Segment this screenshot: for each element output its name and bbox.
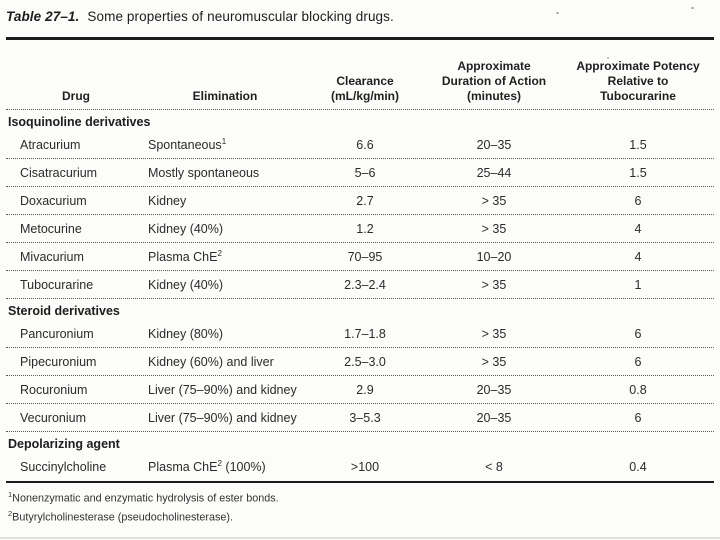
drug-name: Rocuronium — [20, 382, 88, 397]
column-header-drug: Drug — [62, 89, 90, 103]
section-row: Steroid derivatives — [6, 299, 714, 320]
section-label: Depolarizing agent — [8, 437, 120, 451]
drug-name: Tubocurarine — [20, 277, 94, 292]
clearance-value: 2.7 — [356, 193, 374, 208]
table-row: Tubocurarine Kidney (40%) 2.3–2.4 > 35 1 — [6, 271, 714, 299]
clearance-value: 2.9 — [356, 382, 374, 397]
duration-value: > 35 — [481, 354, 507, 369]
table-row: Mivacurium Plasma ChE2 70–95 10–20 4 — [6, 243, 714, 271]
elimination-value: Spontaneous1 — [148, 136, 227, 152]
clearance-value: 1.7–1.8 — [344, 326, 386, 341]
potency-value: 6 — [634, 410, 642, 425]
footnote-reference: 2 — [217, 248, 222, 258]
duration-value: 25–44 — [476, 165, 512, 180]
footnotes: 1Nonenzymatic and enzymatic hydrolysis o… — [6, 489, 714, 527]
elimination-value: Kidney (60%) and liver — [148, 354, 274, 369]
footnote-reference: 2 — [217, 458, 222, 468]
table-row: Vecuronium Liver (75–90%) and kidney 3–5.3… — [6, 404, 714, 432]
table-number: Table 27–1. — [6, 9, 80, 24]
duration-value: 20–35 — [476, 410, 512, 425]
duration-value: > 35 — [481, 193, 507, 208]
drug-name: Metocurine — [20, 221, 82, 236]
clearance-value: >100 — [350, 460, 380, 474]
clearance-value: 2.3–2.4 — [344, 277, 386, 292]
duration-value: > 35 — [481, 326, 507, 341]
table-row: Pipecuronium Kidney (60%) and liver 2.5–3.… — [6, 348, 714, 376]
duration-value: > 35 — [481, 277, 507, 292]
scan-speck — [556, 12, 559, 14]
scan-speck — [691, 7, 694, 9]
table-row: Pancuronium Kidney (80%) 1.7–1.8 > 35 6 — [6, 320, 714, 348]
section-label: Steroid derivatives — [8, 304, 120, 318]
drug-name: Pancuronium — [20, 326, 94, 341]
drug-name: Vecuronium — [20, 410, 87, 425]
footnote-2-text: Butyrylcholinesterase (pseudocholinester… — [12, 511, 234, 524]
potency-value: 0.4 — [629, 460, 647, 474]
elimination-value: Kidney (80%) — [148, 326, 224, 341]
potency-value: 4 — [634, 249, 642, 264]
elimination-value: Plasma ChE2 (100%) — [148, 458, 266, 474]
drug-name: Pipecuronium — [20, 354, 97, 369]
table-header-row: Drug Elimination Clearance (mL/kg/min) A… — [6, 40, 714, 110]
potency-value: 6 — [634, 354, 642, 369]
scan-speck — [607, 57, 609, 59]
clearance-value: 1.2 — [356, 221, 374, 236]
footnote-1-text: Nonenzymatic and enzymatic hydrolysis of… — [12, 492, 279, 505]
duration-value: 10–20 — [476, 249, 512, 264]
elimination-value: Kidney — [148, 193, 187, 208]
duration-value: 20–35 — [476, 137, 512, 152]
potency-value: 1.5 — [629, 137, 647, 152]
footnote-1: 1Nonenzymatic and enzymatic hydrolysis o… — [8, 489, 714, 508]
elimination-value: Liver (75–90%) and kidney — [148, 410, 297, 425]
drug-name: Cisatracurium — [20, 165, 98, 180]
column-header-clearance: Clearance (mL/kg/min) — [331, 74, 399, 103]
table-row: Rocuronium Liver (75–90%) and kidney 2.9 20… — [6, 376, 714, 404]
elimination-value: Liver (75–90%) and kidney — [148, 382, 297, 397]
table-row: Atracurium Spontaneous1 6.6 20–35 1.5 — [6, 131, 714, 159]
clearance-value: 3–5.3 — [349, 410, 381, 425]
table-caption: Some properties of neuromuscular blockin… — [87, 9, 394, 24]
drug-properties-table: Drug Elimination Clearance (mL/kg/min) A… — [6, 37, 714, 483]
elimination-value: Mostly spontaneous — [148, 165, 260, 180]
clearance-value: 5–6 — [354, 165, 376, 180]
potency-value: 4 — [634, 221, 642, 236]
elimination-value: Plasma ChE2 — [148, 248, 222, 264]
potency-value: 6 — [634, 193, 642, 208]
elimination-value: Kidney (40%) — [148, 277, 224, 292]
table-row: Metocurine Kidney (40%) 1.2 > 35 4 — [6, 215, 714, 243]
footnote-2: 2Butyrylcholinesterase (pseudocholineste… — [8, 508, 714, 527]
clearance-value: 6.6 — [356, 137, 374, 152]
elimination-value: Kidney (40%) — [148, 221, 224, 236]
drug-name: Doxacurium — [20, 193, 87, 208]
section-label: Isoquinoline derivatives — [8, 115, 151, 129]
table-row: Cisatracurium Mostly spontaneous 5–6 25–44 1… — [6, 159, 714, 187]
column-header-potency: Approximate Potency Relative to Tubocura… — [576, 59, 700, 103]
table-title: Table 27–1. Some properties of neuromuscu… — [6, 9, 714, 24]
potency-value: 1 — [634, 277, 642, 292]
clearance-value: 2.5–3.0 — [344, 354, 386, 369]
table-row: Succinylcholine Plasma ChE2 (100%) >100 < 8… — [6, 453, 714, 481]
section-row: Depolarizing agent — [6, 432, 714, 453]
drug-name: Succinylcholine — [20, 460, 107, 474]
potency-value: 1.5 — [629, 165, 647, 180]
column-header-duration: Approximate Duration of Action (minutes) — [441, 59, 547, 103]
section-row: Isoquinoline derivatives — [6, 110, 714, 131]
clearance-value: 70–95 — [347, 249, 383, 264]
duration-value: 20–35 — [476, 382, 512, 397]
footnote-2-marker: 2 — [8, 508, 13, 518]
duration-value: > 35 — [481, 221, 507, 236]
footnote-reference: 1 — [221, 136, 227, 146]
potency-value: 0.8 — [629, 382, 647, 397]
drug-name: Mivacurium — [20, 249, 84, 264]
scan-edge-artifact — [0, 537, 720, 539]
drug-name: Atracurium — [20, 137, 81, 152]
duration-value: < 8 — [485, 460, 503, 474]
table-body: Isoquinoline derivatives Atracurium Sponta… — [6, 110, 714, 481]
table-row: Doxacurium Kidney 2.7 > 35 6 — [6, 187, 714, 215]
footnote-1-marker: 1 — [8, 490, 13, 499]
column-header-elimination: Elimination — [192, 89, 258, 103]
potency-value: 6 — [634, 326, 642, 341]
